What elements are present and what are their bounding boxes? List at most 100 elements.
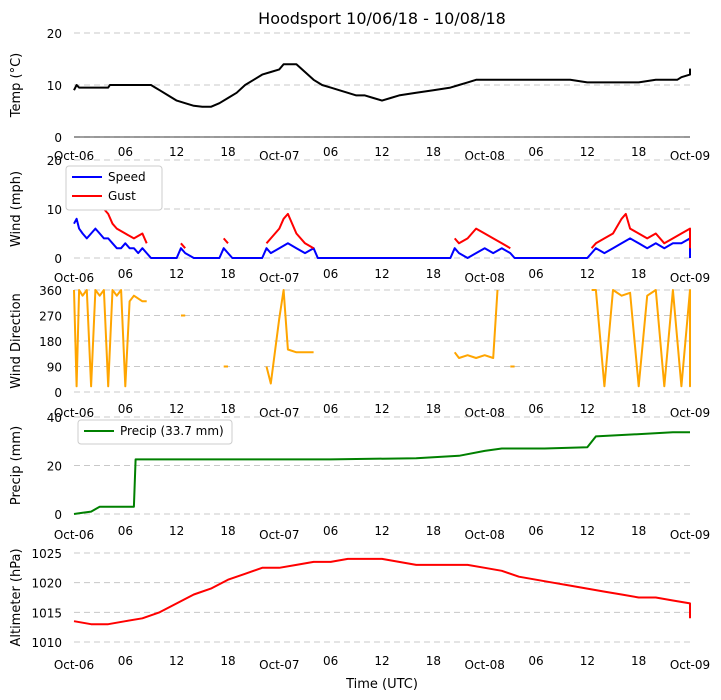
x-tick-label-wind-12: Oct-09 (670, 271, 710, 285)
legend-precip (77, 419, 233, 445)
x-tick-label-precip-3: 18 (220, 524, 235, 538)
panel-altimeter: 1010 1015 1020 1025 Oct-06 06 12 18 Oct-07 06 12 18… (9, 547, 710, 672)
x-tick-label-precip-5: 06 (323, 524, 338, 538)
x-tick-label-temp-9: 06 (528, 145, 543, 159)
x-tick-label-wind-dir-3: 18 (220, 402, 235, 416)
x-tick-label-wind-1: 06 (118, 267, 133, 281)
y-tick-label-wind-dir-1: 90 (47, 361, 62, 375)
x-tick-label-wind-dir-11: 18 (631, 402, 646, 416)
x-tick-label-wind-dir-9: 06 (528, 402, 543, 416)
x-tick-label-precip-12: Oct-09 (670, 528, 710, 542)
x-tick-label-altimeter-7: 18 (426, 654, 441, 668)
x-tick-label-wind-7: 18 (426, 267, 441, 281)
y-axis-label-wind: Wind (mph) (9, 171, 24, 247)
panel-precip: 0 20 40 Oct-06 06 12 18 Oct-07 06 12 18 Oct-08 06 12 1… (9, 411, 710, 542)
y-tick-label-precip-2: 40 (47, 411, 62, 425)
series-line-temp-0 (73, 63, 691, 108)
x-tick-label-altimeter-6: 12 (374, 654, 389, 668)
x-tick-label-wind-dir-2: 12 (169, 402, 184, 416)
x-tick-label-temp-12: Oct-09 (670, 149, 710, 163)
x-tick-label-wind-dir-4: Oct-07 (259, 406, 299, 420)
series-line-precip-0 (73, 431, 690, 515)
y-tick-label-wind-0: 0 (54, 252, 62, 266)
y-tick-label-temp-0: 0 (54, 131, 62, 145)
y-tick-label-altimeter-2: 1020 (31, 577, 62, 591)
x-tick-label-precip-10: 12 (580, 524, 595, 538)
x-tick-label-precip-7: 18 (426, 524, 441, 538)
x-tick-label-wind-dir-6: 12 (374, 402, 389, 416)
x-tick-label-wind-9: 06 (528, 267, 543, 281)
y-tick-label-precip-1: 20 (47, 460, 62, 474)
x-tick-label-temp-6: 12 (374, 145, 389, 159)
y-axis-label-wind-dir: Wind Direction (9, 293, 24, 389)
x-tick-label-altimeter-3: 18 (220, 654, 235, 668)
y-tick-label-temp-1: 10 (47, 79, 62, 93)
x-tick-label-altimeter-8: Oct-08 (464, 658, 504, 672)
x-tick-label-altimeter-11: 18 (631, 654, 646, 668)
x-tick-label-wind-dir-10: 12 (580, 402, 595, 416)
y-tick-label-wind-dir-2: 180 (39, 335, 62, 349)
x-tick-label-temp-11: 18 (631, 145, 646, 159)
y-tick-label-precip-0: 0 (54, 508, 62, 522)
x-tick-label-wind-10: 12 (580, 267, 595, 281)
x-tick-label-temp-8: Oct-08 (464, 149, 504, 163)
x-tick-label-wind-11: 18 (631, 267, 646, 281)
x-tick-label-temp-1: 06 (118, 145, 133, 159)
legend-label-precip-0: Precip (33.7 mm) (120, 424, 224, 438)
chart-title: Hoodsport 10/06/18 - 10/08/18 (258, 9, 506, 28)
x-tick-label-precip-2: 12 (169, 524, 184, 538)
y-axis-label-altimeter: Altimeter (hPa) (9, 548, 24, 646)
x-tick-label-wind-3: 18 (220, 267, 235, 281)
y-tick-label-altimeter-0: 1010 (31, 636, 62, 650)
x-tick-label-temp-4: Oct-07 (259, 149, 299, 163)
x-tick-label-wind-dir-5: 06 (323, 402, 338, 416)
x-tick-label-precip-6: 12 (374, 524, 389, 538)
x-tick-label-altimeter-2: 12 (169, 654, 184, 668)
y-tick-label-altimeter-3: 1025 (31, 547, 62, 561)
y-tick-label-wind-dir-3: 270 (39, 310, 62, 324)
series-line-wind-1 (73, 178, 691, 250)
x-tick-label-temp-5: 06 (323, 145, 338, 159)
series-line-altimeter-0 (73, 557, 691, 626)
x-tick-label-precip-9: 06 (528, 524, 543, 538)
x-tick-label-wind-5: 06 (323, 267, 338, 281)
y-tick-label-wind-1: 10 (47, 203, 62, 217)
x-tick-label-wind-2: 12 (169, 267, 184, 281)
x-tick-label-wind-0: Oct-06 (54, 271, 94, 285)
chart-root: Hoodsport 10/06/18 - 10/08/1801020Oct-06… (9, 9, 710, 692)
x-tick-label-altimeter-10: 12 (580, 654, 595, 668)
x-tick-label-wind-6: 12 (374, 267, 389, 281)
y-tick-label-wind-dir-0: 0 (54, 386, 62, 400)
series-line-wind-0 (73, 217, 691, 259)
x-tick-label-wind-dir-1: 06 (118, 402, 133, 416)
x-axis-label: Time (UTC) (345, 677, 418, 692)
x-tick-label-altimeter-1: 06 (118, 654, 133, 668)
x-tick-label-altimeter-12: Oct-09 (670, 658, 710, 672)
y-axis-label-temp: Temp (°C) (9, 53, 24, 119)
x-tick-label-precip-11: 18 (631, 524, 646, 538)
x-tick-label-altimeter-5: 06 (323, 654, 338, 668)
x-tick-label-altimeter-4: Oct-07 (259, 658, 299, 672)
y-tick-label-temp-2: 20 (47, 27, 62, 41)
x-tick-label-temp-10: 12 (580, 145, 595, 159)
series-line-wind-dir-0 (73, 289, 691, 388)
x-tick-label-temp-3: 18 (220, 145, 235, 159)
x-tick-label-wind-8: Oct-08 (464, 271, 504, 285)
x-tick-label-altimeter-0: Oct-06 (54, 658, 94, 672)
x-tick-label-precip-0: Oct-06 (54, 528, 94, 542)
x-tick-label-wind-dir-7: 18 (426, 402, 441, 416)
x-tick-label-temp-2: 12 (169, 145, 184, 159)
x-tick-label-precip-8: Oct-08 (464, 528, 504, 542)
x-tick-label-precip-4: Oct-07 (259, 528, 299, 542)
panel-wind: 0 10 20 Oct-06 06 12 18 Oct-07 06 12 18 Oct-08 06 12 1… (9, 154, 710, 285)
x-tick-label-altimeter-9: 06 (528, 654, 543, 668)
legend-label-wind-0: Speed (108, 170, 146, 184)
x-tick-label-wind-dir-12: Oct-09 (670, 406, 710, 420)
y-tick-label-altimeter-1: 1015 (31, 606, 62, 620)
y-tick-label-wind-2: 20 (47, 154, 62, 168)
x-tick-label-wind-dir-8: Oct-08 (464, 406, 504, 420)
y-axis-label-precip: Precip (mm) (9, 426, 24, 505)
